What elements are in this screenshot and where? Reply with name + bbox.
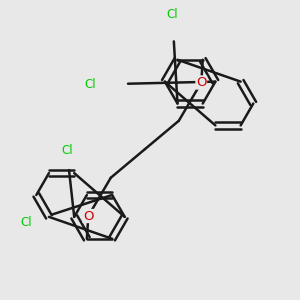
Text: Cl: Cl xyxy=(85,78,96,91)
Text: Cl: Cl xyxy=(167,8,178,21)
Text: O: O xyxy=(196,76,206,89)
Text: Cl: Cl xyxy=(61,143,73,157)
Text: Cl: Cl xyxy=(21,216,32,229)
Text: O: O xyxy=(83,209,94,223)
